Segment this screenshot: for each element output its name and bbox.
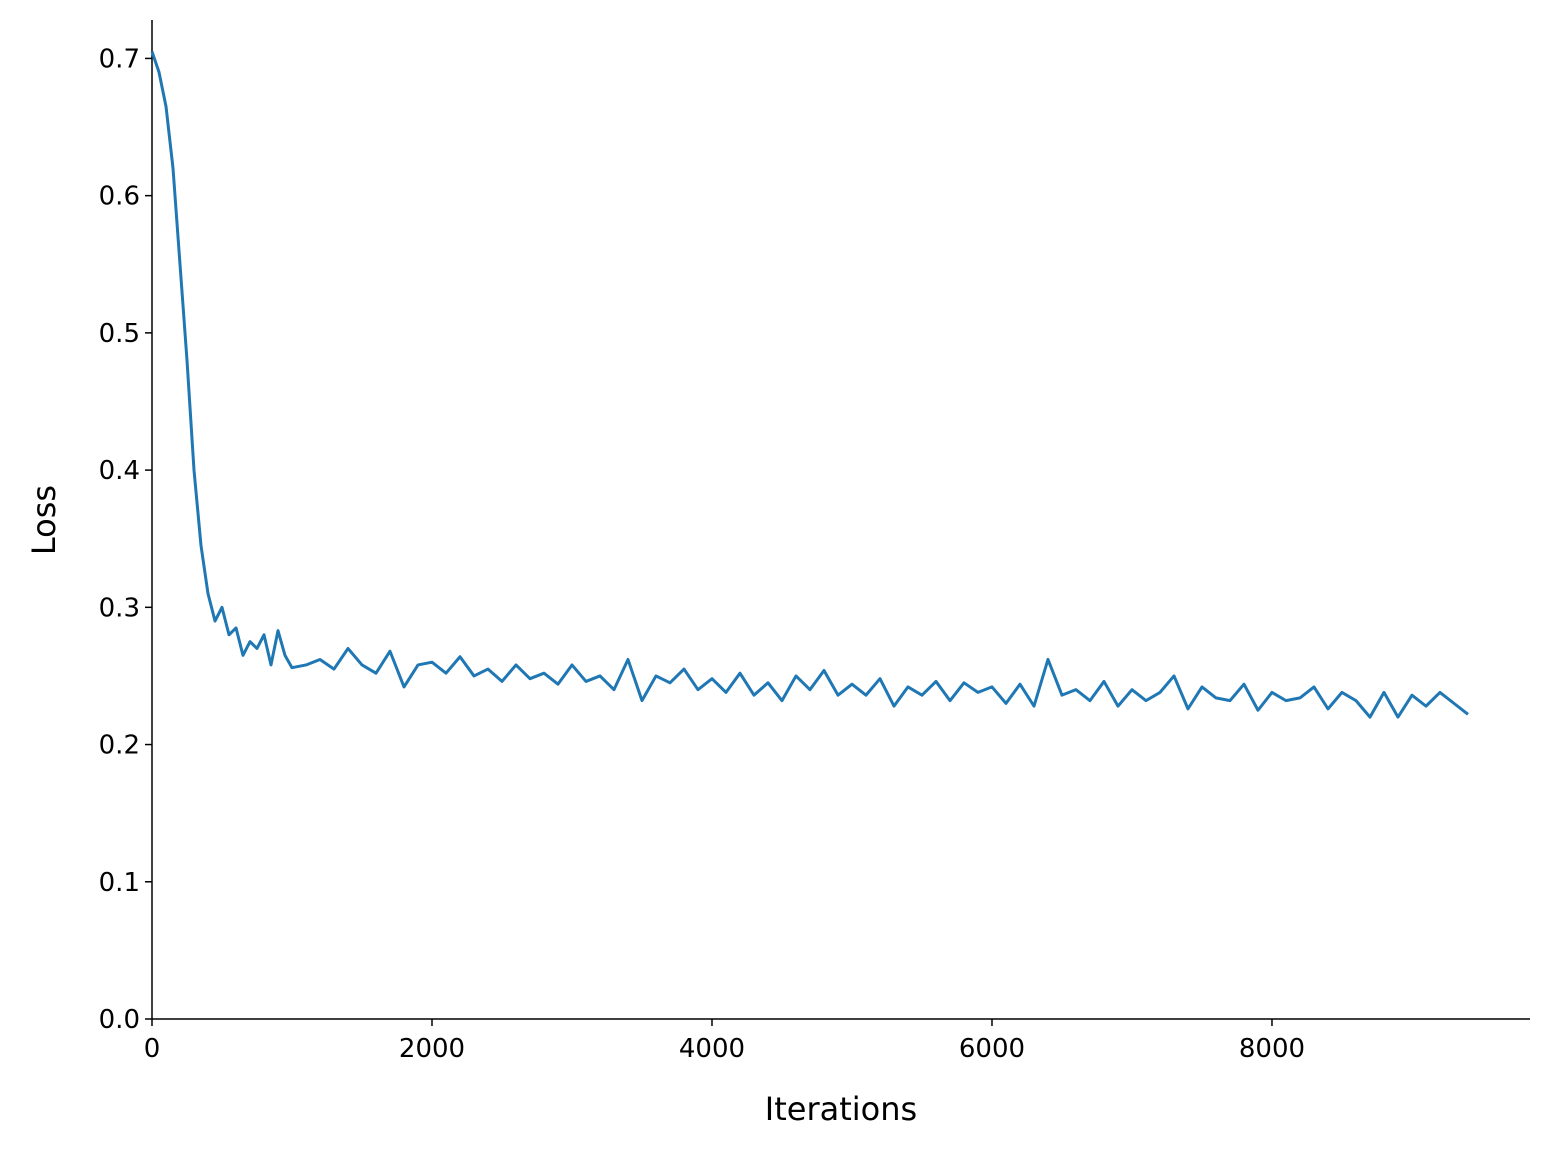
x-axis-label: Iterations bbox=[765, 1090, 917, 1128]
y-tick-label: 0.4 bbox=[99, 456, 140, 486]
x-tick-label: 6000 bbox=[959, 1034, 1025, 1064]
x-tick-label: 2000 bbox=[399, 1034, 465, 1064]
y-tick-label: 0.1 bbox=[99, 868, 140, 898]
x-tick-label: 0 bbox=[144, 1034, 161, 1064]
y-tick-label: 0.6 bbox=[99, 182, 140, 212]
y-tick-label: 0.3 bbox=[99, 593, 140, 623]
x-tick-label: 8000 bbox=[1239, 1034, 1305, 1064]
y-tick-label: 0.7 bbox=[99, 44, 140, 74]
y-tick-label: 0.0 bbox=[99, 1005, 140, 1035]
y-tick-label: 0.5 bbox=[99, 319, 140, 349]
line bbox=[150, 51, 1469, 719]
y-axis-label: Loss bbox=[25, 485, 63, 555]
y-tick-label: 0.2 bbox=[99, 731, 140, 761]
x-tick-label: 4000 bbox=[679, 1034, 745, 1064]
